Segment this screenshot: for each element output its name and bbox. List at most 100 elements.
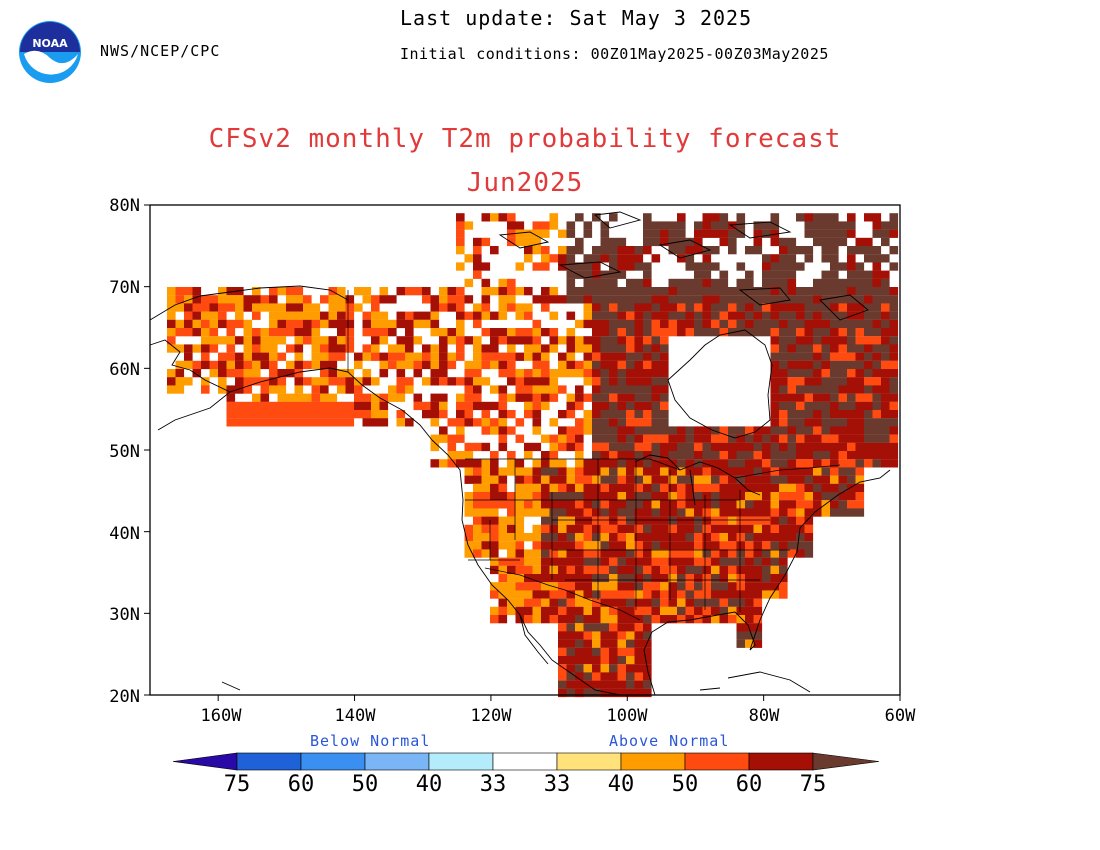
forecast-cell xyxy=(600,311,610,320)
forecast-cell xyxy=(617,434,627,443)
forecast-cell xyxy=(235,352,244,361)
forecast-cell xyxy=(507,426,516,435)
forecast-cell xyxy=(719,237,729,247)
forecast-cell xyxy=(566,369,576,378)
forecast-cell xyxy=(728,590,737,599)
forecast-cell xyxy=(728,606,737,616)
forecast-cell xyxy=(787,360,797,370)
forecast-cell xyxy=(286,328,295,337)
forecast-cell xyxy=(269,369,278,378)
forecast-cell xyxy=(583,393,593,402)
forecast-cell xyxy=(277,336,287,345)
forecast-cell xyxy=(634,467,644,476)
forecast-cell xyxy=(694,606,703,616)
forecast-cell xyxy=(549,328,559,337)
forecast-cell xyxy=(201,336,210,345)
forecast-cell xyxy=(872,262,882,271)
forecast-cell xyxy=(549,287,559,296)
forecast-cell xyxy=(753,426,763,435)
lat-label-20n: 20N xyxy=(109,687,140,707)
forecast-cell xyxy=(243,377,253,386)
forecast-cell xyxy=(371,295,380,304)
forecast-cell xyxy=(847,287,856,296)
forecast-cell xyxy=(787,344,797,353)
forecast-cell xyxy=(490,615,499,624)
forecast-cell xyxy=(694,549,703,558)
forecast-cell xyxy=(728,229,737,238)
forecast-cell xyxy=(422,295,431,304)
forecast-cell xyxy=(830,213,839,222)
forecast-cell xyxy=(864,426,873,435)
forecast-cell xyxy=(549,336,559,345)
forecast-cell xyxy=(796,352,805,361)
forecast-cell xyxy=(490,360,499,370)
forecast-cell xyxy=(320,401,329,411)
forecast-cell xyxy=(651,582,661,591)
forecast-cell xyxy=(668,246,678,255)
forecast-cell xyxy=(779,434,788,443)
forecast-cell xyxy=(694,262,703,271)
forecast-cell xyxy=(787,352,797,361)
forecast-cell xyxy=(838,385,848,394)
forecast-cell xyxy=(804,533,814,542)
forecast-cell xyxy=(277,385,287,394)
forecast-cell xyxy=(847,467,856,476)
forecast-cell xyxy=(651,426,661,435)
forecast-cell xyxy=(787,467,797,476)
forecast-cell xyxy=(456,287,465,296)
forecast-cell xyxy=(736,295,746,304)
forecast-cell xyxy=(753,434,763,443)
forecast-cell xyxy=(549,574,559,583)
forecast-cell xyxy=(600,254,610,263)
forecast-cell xyxy=(813,385,822,394)
forecast-cell xyxy=(600,598,610,607)
forecast-cell xyxy=(643,401,652,411)
forecast-cell xyxy=(787,270,797,279)
forecast-cell xyxy=(787,377,797,386)
forecast-cell xyxy=(711,311,720,320)
forecast-cell xyxy=(787,401,797,411)
forecast-cell xyxy=(592,672,601,681)
forecast-cell xyxy=(804,541,814,550)
forecast-cell xyxy=(651,500,661,509)
forecast-cell xyxy=(864,336,873,345)
forecast-cell xyxy=(575,500,584,509)
forecast-cell xyxy=(660,377,669,386)
forecast-cell xyxy=(626,475,635,484)
forecast-cell xyxy=(575,385,584,394)
forecast-cell xyxy=(830,500,839,509)
forecast-cell xyxy=(643,410,652,419)
forecast-cell xyxy=(396,385,406,394)
forecast-cell xyxy=(575,360,584,370)
forecast-cell xyxy=(549,254,559,263)
forecast-cell xyxy=(787,410,797,419)
forecast-cell xyxy=(354,303,363,312)
forecast-cell xyxy=(226,385,236,394)
forecast-cell xyxy=(796,369,805,378)
forecast-cell xyxy=(821,328,831,337)
forecast-cell xyxy=(566,598,576,607)
forecast-cell xyxy=(889,295,899,304)
forecast-cell xyxy=(575,418,584,427)
lat-label-60n: 60N xyxy=(109,360,140,380)
forecast-cell xyxy=(626,254,635,263)
forecast-cell xyxy=(575,262,584,271)
forecast-cell xyxy=(481,287,491,296)
forecast-cell xyxy=(677,213,686,222)
forecast-cell xyxy=(804,287,814,296)
forecast-cell xyxy=(481,352,491,361)
forecast-cell xyxy=(592,278,601,288)
forecast-cell xyxy=(575,451,584,460)
forecast-cell xyxy=(532,336,542,345)
forecast-cell xyxy=(592,582,601,591)
forecast-cell xyxy=(558,229,567,238)
forecast-cell xyxy=(626,295,635,304)
forecast-cell xyxy=(260,360,270,370)
forecast-cell xyxy=(303,328,312,337)
forecast-cell xyxy=(201,352,210,361)
forecast-cell xyxy=(711,492,720,501)
forecast-cell xyxy=(838,508,848,517)
forecast-cell xyxy=(549,459,559,468)
forecast-cell xyxy=(609,598,618,607)
forecast-cell xyxy=(830,311,839,320)
